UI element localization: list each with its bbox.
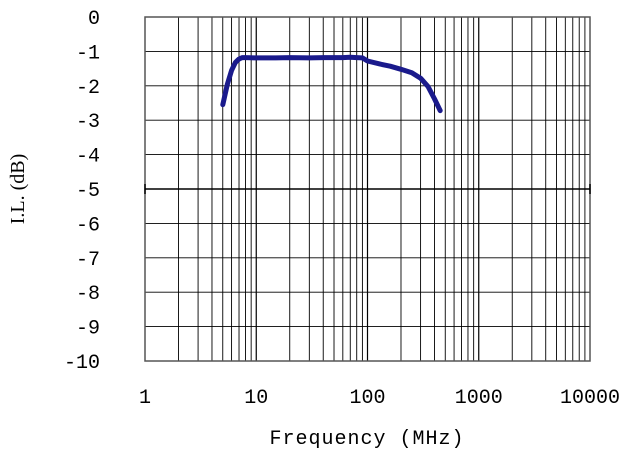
y-tick-labels: 0 -1 -2 -3 -4 -5 -6 -7 -8 -9 -10 — [64, 8, 100, 375]
y-tick-label: -7 — [76, 249, 100, 272]
y-tick-label: -6 — [76, 214, 100, 237]
y-tick-label: -4 — [76, 146, 100, 169]
y-tick-label: -3 — [76, 111, 100, 134]
x-tick-label: 1000 — [455, 387, 503, 410]
y-tick-label: -10 — [64, 352, 100, 375]
x-tick-label: 10000 — [560, 387, 620, 410]
series-line — [220, 54, 443, 114]
x-tick-labels: 1 10 100 1000 10000 — [139, 387, 620, 410]
y-tick-label: -1 — [76, 42, 100, 65]
y-tick-label: -5 — [76, 180, 100, 203]
x-tick-label: 1 — [139, 387, 151, 410]
y-tick-label: 0 — [88, 8, 100, 31]
y-tick-label: -8 — [76, 283, 100, 306]
x-tick-label: 10 — [244, 387, 268, 410]
y-tick-label: -2 — [76, 77, 100, 100]
reference-line-ticks — [144, 184, 591, 194]
x-tick-label: 100 — [349, 387, 385, 410]
y-axis-label: I.L. (dB) — [7, 154, 29, 225]
x-axis-label: Frequency (MHz) — [269, 428, 464, 451]
y-tick-label: -9 — [76, 318, 100, 341]
